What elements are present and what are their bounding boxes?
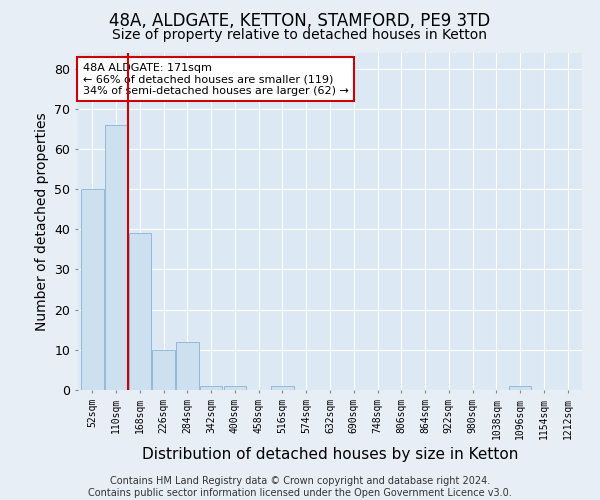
Text: Size of property relative to detached houses in Ketton: Size of property relative to detached ho… [113, 28, 487, 42]
Text: 48A, ALDGATE, KETTON, STAMFORD, PE9 3TD: 48A, ALDGATE, KETTON, STAMFORD, PE9 3TD [109, 12, 491, 30]
Bar [271, 386, 294, 390]
Bar [81, 189, 104, 390]
Bar [152, 350, 175, 390]
Bar [128, 234, 151, 390]
Text: Contains HM Land Registry data © Crown copyright and database right 2024.
Contai: Contains HM Land Registry data © Crown c… [88, 476, 512, 498]
Bar [224, 386, 246, 390]
Bar [176, 342, 199, 390]
Text: 48A ALDGATE: 171sqm
← 66% of detached houses are smaller (119)
34% of semi-detac: 48A ALDGATE: 171sqm ← 66% of detached ho… [83, 62, 349, 96]
Bar [200, 386, 223, 390]
Bar [509, 386, 532, 390]
X-axis label: Distribution of detached houses by size in Ketton: Distribution of detached houses by size … [142, 447, 518, 462]
Bar [105, 125, 127, 390]
Y-axis label: Number of detached properties: Number of detached properties [35, 112, 49, 330]
